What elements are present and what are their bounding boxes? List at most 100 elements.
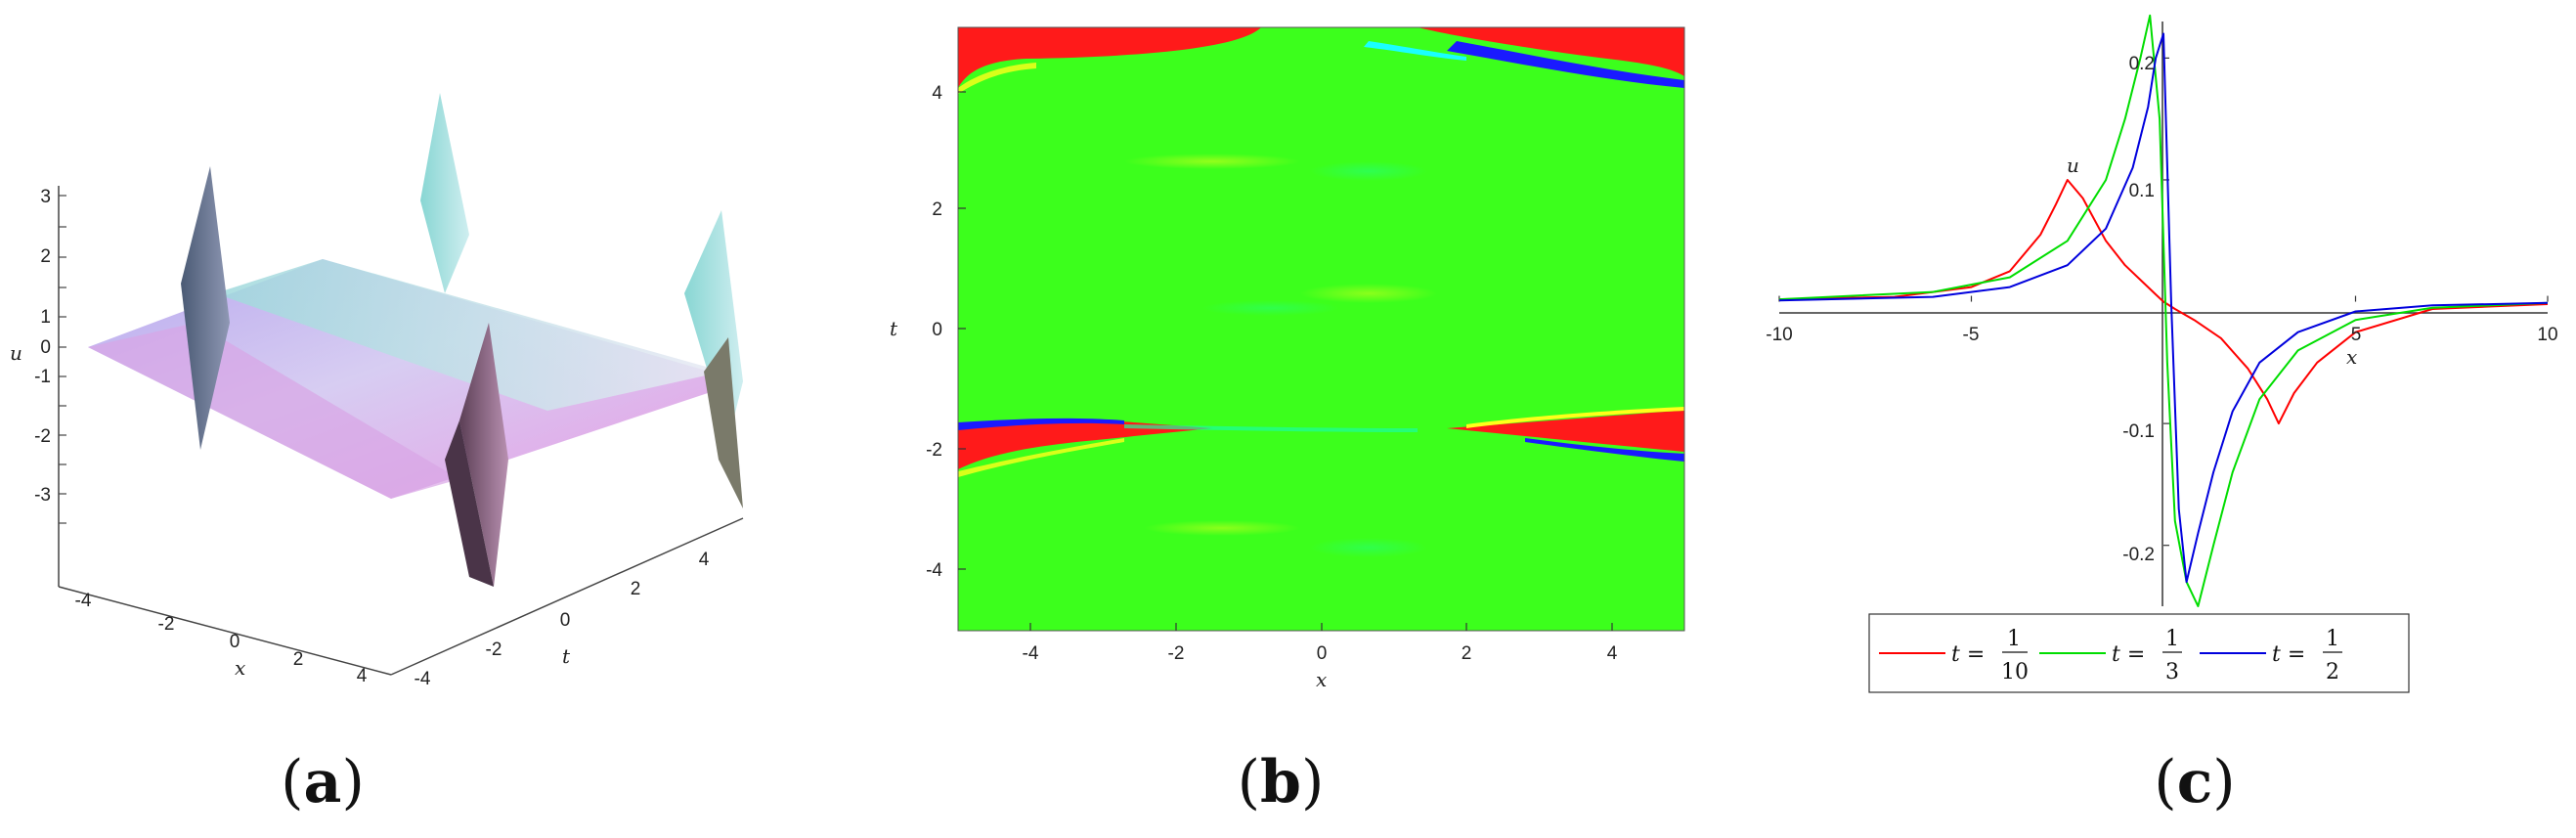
legend-box — [1868, 613, 2410, 693]
heatmap-glow-cyan — [1310, 161, 1427, 181]
x-axis-line — [58, 586, 392, 676]
heatmap-top-yellow — [958, 63, 1036, 94]
panel-b-density-plot: -4 -2 0 2 4 x 4 2 0 -2 -4 t (b) — [890, 26, 1685, 816]
surface-floor — [88, 259, 743, 499]
heatmap-band-top-right — [1418, 27, 1684, 76]
panel-a-surface-plot: 3 2 1 0 -1 -2 -3 u -4 -2 0 2 4 x -4 -2 0… — [10, 93, 744, 816]
c-y-axis-label: u — [2067, 154, 2079, 177]
b-x-tick-label: -4 — [1023, 643, 1039, 664]
c-x-axis-label: x — [2346, 345, 2357, 369]
c-y-tick-label: 0.1 — [2129, 181, 2155, 201]
z-tick-label: 1 — [40, 307, 51, 328]
spike-back — [420, 93, 469, 293]
b-y-tick-label: 2 — [932, 199, 942, 220]
spike-front-low — [445, 420, 494, 587]
legend-entry-3: t = 1 2 — [2200, 627, 2342, 684]
x-tick-label: -2 — [158, 614, 175, 635]
legend-den: 3 — [2165, 660, 2179, 684]
z-tick-label: 2 — [40, 246, 51, 267]
series-line-1 — [1778, 179, 2549, 425]
z-axis-label: u — [10, 341, 22, 365]
c-x-tick-labels: -10 -5 0 5 10 — [1766, 325, 2557, 345]
c-series-group — [1778, 14, 2549, 607]
b-x-tick-marks — [1029, 623, 1613, 631]
b-y-tick-label: 4 — [932, 83, 942, 104]
heatmap-band-top-left — [958, 27, 1261, 88]
panel-a-label: (a) — [281, 748, 365, 816]
heatmap-top-cyan-streak — [1364, 41, 1466, 61]
t-tick-label: -2 — [486, 640, 502, 660]
c-y-tick-label: -0.1 — [2122, 421, 2155, 442]
spike-front — [459, 323, 508, 587]
c-y-tick-label: 0.2 — [2129, 54, 2155, 74]
surface-front — [88, 323, 459, 499]
panel-a-open: ( — [281, 748, 303, 816]
x-tick-label: 4 — [357, 666, 368, 686]
b-x-tick-label: -2 — [1168, 643, 1185, 664]
legend-entry-1: t = 1 10 — [1879, 627, 2029, 684]
t-axis-line — [390, 517, 744, 676]
heatmap-band-mid-right — [1447, 411, 1684, 452]
t-tick-label: 0 — [560, 610, 571, 631]
heatmap-mid-blue-left — [958, 418, 1124, 430]
c-x-tick-label: -5 — [1963, 325, 1980, 345]
spike-left — [181, 166, 230, 450]
surface-ridge — [215, 259, 723, 411]
heatmap-mid-cyan — [1124, 424, 1418, 432]
c-y-tick-labels: 0.2 0.1 -0.1 -0.2 — [2122, 54, 2155, 565]
t-tick-labels: -4 -2 0 2 4 — [415, 550, 710, 689]
z-tick-label: 3 — [40, 187, 51, 207]
spike-right-back-dark — [704, 337, 743, 508]
z-tick-label: -3 — [34, 485, 51, 506]
c-x-tick-label: 0 — [2158, 325, 2168, 345]
t-axis-label: t — [562, 644, 571, 668]
z-tick-labels: 3 2 1 0 -1 -2 -3 — [34, 187, 51, 506]
b-x-tick-label: 2 — [1462, 643, 1472, 664]
panel-c-open: ( — [2154, 748, 2176, 816]
b-y-axis-label: t — [890, 317, 898, 340]
b-x-tick-label: 0 — [1317, 643, 1328, 664]
x-axis-label: x — [235, 656, 245, 680]
b-x-tick-label: 4 — [1607, 643, 1618, 664]
b-x-tick-labels: -4 -2 0 2 4 — [1023, 643, 1618, 664]
heatmap-mid-blue-right — [1525, 438, 1684, 462]
c-y-tick-label: -0.2 — [2122, 545, 2155, 565]
legend-var: t = — [1951, 642, 1985, 667]
panel-a-letter: a — [304, 748, 342, 816]
panel-c-close: ) — [2212, 748, 2235, 816]
z-tick-label: -2 — [34, 426, 51, 447]
panel-b-label: (b) — [1238, 748, 1325, 816]
legend-num: 1 — [2326, 627, 2339, 651]
z-tick-marks — [59, 195, 66, 524]
x-tick-label: 0 — [230, 632, 240, 652]
z-tick-label: 0 — [40, 337, 51, 358]
panel-c-letter: c — [2177, 748, 2213, 816]
legend-entry-2: t = 1 3 — [2039, 627, 2182, 684]
heatmap-glow-yellow — [1144, 520, 1300, 536]
b-y-tick-label: 0 — [932, 320, 942, 340]
x-tick-label: -4 — [75, 591, 92, 611]
heatmap-background — [958, 27, 1684, 631]
t-tick-label: 2 — [631, 579, 641, 599]
heatmap-mid-yellow-right — [1466, 407, 1684, 428]
legend-num: 1 — [2007, 627, 2021, 651]
b-y-tick-marks — [958, 91, 966, 570]
heatmap-band-mid-left — [958, 420, 1212, 469]
panel-b-letter: b — [1260, 748, 1301, 816]
z-tick-label: -1 — [34, 367, 51, 387]
panel-c-line-plot: -10 -5 0 5 10 x 0.2 0.1 -0.1 -0.2 u t = … — [1766, 14, 2558, 816]
x-tick-label: 2 — [293, 649, 304, 670]
series-line-2 — [1778, 14, 2549, 607]
b-y-tick-label: -4 — [926, 560, 942, 581]
c-x-tick-label: -10 — [1766, 325, 1792, 345]
series-line-3 — [1778, 32, 2549, 584]
heatmap-mid-yellow-left — [958, 438, 1124, 477]
t-tick-label: 4 — [699, 550, 710, 570]
b-y-tick-labels: 4 2 0 -2 -4 — [926, 83, 942, 581]
panel-a-close: ) — [341, 748, 364, 816]
heatmap-glow-cyan — [1310, 538, 1427, 557]
b-y-tick-label: -2 — [926, 440, 942, 461]
legend-den: 10 — [2001, 660, 2029, 684]
panel-b-open: ( — [1238, 748, 1260, 816]
